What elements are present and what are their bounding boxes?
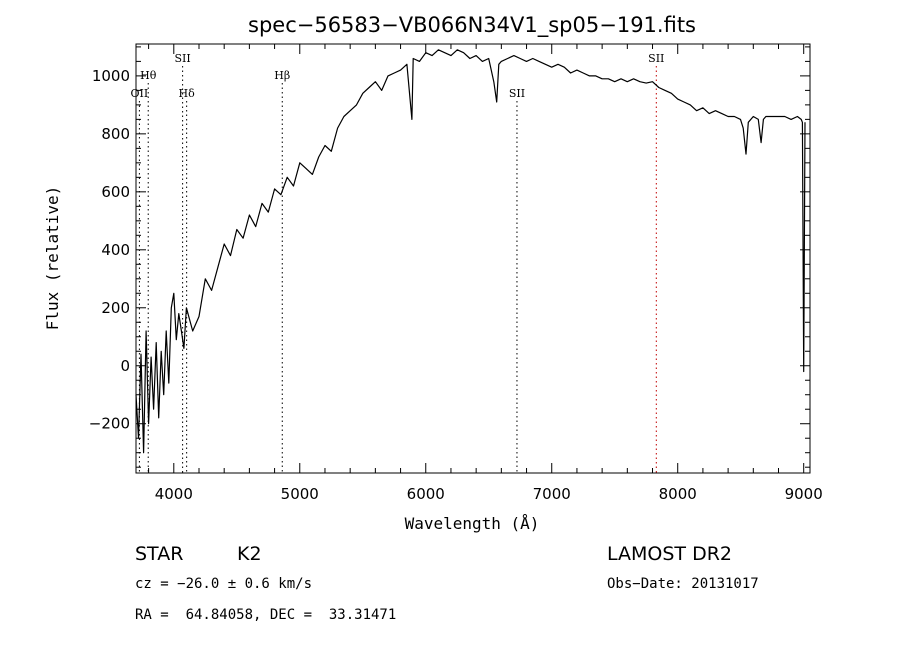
spectrum-line [135, 49, 806, 454]
velocity-text: cz = −26.0 ± 0.6 km/s [135, 576, 312, 592]
y-tick-label: 1000 [92, 67, 130, 85]
coordinates-text: RA = 64.84058, DEC = 33.31471 [135, 607, 396, 623]
x-tick-label: 4000 [155, 485, 193, 503]
spectral-line-label: SII [648, 52, 664, 65]
spectral-line-label: Hδ [179, 87, 196, 100]
chart-title: spec−56583−VB066N34V1_sp05−191.fits [248, 13, 696, 38]
spectrum-series [135, 49, 806, 454]
spectral-line-label: Hβ [274, 69, 290, 82]
x-tick-label: 6000 [407, 485, 445, 503]
y-tick-label: 200 [101, 299, 130, 317]
axes: 4000 5000 6000 7000 8000 9000 −200 0 200 400 600 80… [89, 43, 823, 503]
spectral-line-label: Hθ [140, 69, 157, 82]
x-axis-label: Wavelength (Å) [405, 514, 540, 533]
y-tick-label: 0 [120, 357, 130, 375]
spectral-line-label: SII [174, 52, 190, 65]
object-class: STAR [135, 543, 183, 565]
x-tick-label: 5000 [281, 485, 319, 503]
plot-frame [135, 43, 811, 474]
y-tick-label: 800 [101, 125, 130, 143]
info-panel: STAR K2 LAMOST DR2 cz = −26.0 ± 0.6 km/s… [135, 543, 759, 623]
spectral-line-label: SII [509, 87, 525, 100]
y-tick-label: 400 [101, 241, 130, 259]
y-tick-label: 600 [101, 183, 130, 201]
x-tick-label: 7000 [533, 485, 571, 503]
object-subclass: K2 [237, 543, 262, 565]
obs-date: Obs−Date: 20131017 [607, 576, 759, 592]
spectral-line-markers: OII Hθ SII Hδ Hβ SII SII [131, 52, 664, 473]
y-tick-label: −200 [89, 415, 130, 433]
x-tick-label: 9000 [785, 485, 823, 503]
survey-name: LAMOST DR2 [607, 543, 732, 565]
x-tick-label: 8000 [659, 485, 697, 503]
y-axis-label: Flux (relative) [43, 186, 62, 331]
spectral-line-label: OII [131, 87, 149, 100]
